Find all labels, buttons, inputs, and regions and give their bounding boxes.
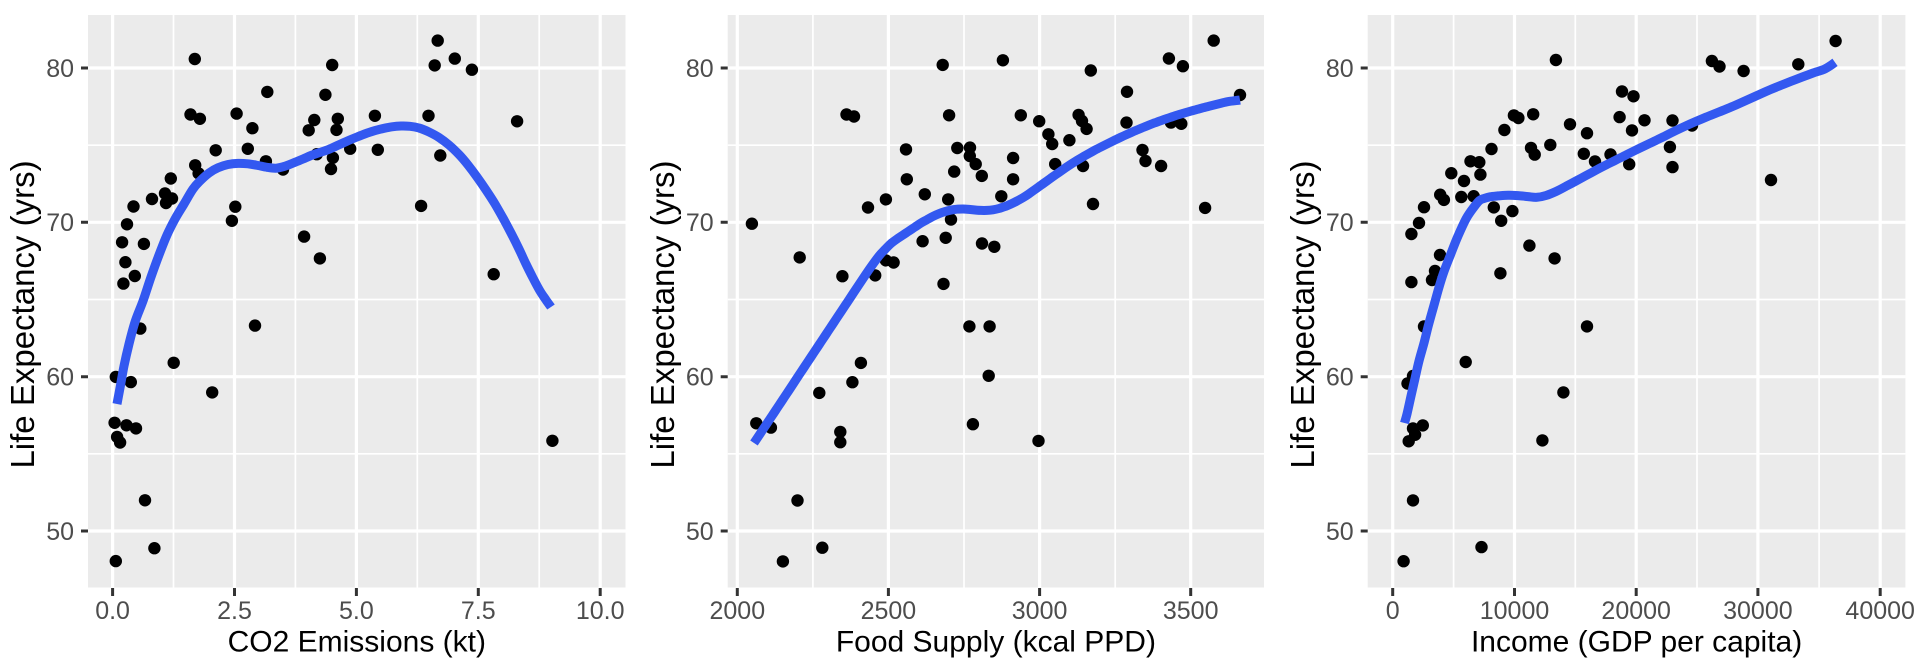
svg-text:Food Supply (kcal PPD): Food Supply (kcal PPD) (836, 626, 1156, 659)
svg-text:50: 50 (1326, 518, 1354, 546)
svg-text:3000: 3000 (1012, 597, 1068, 625)
svg-text:2000: 2000 (709, 597, 765, 625)
svg-text:2.5: 2.5 (217, 597, 252, 625)
svg-text:20000: 20000 (1601, 597, 1671, 625)
svg-text:0: 0 (1386, 597, 1400, 625)
svg-text:5.0: 5.0 (339, 597, 374, 625)
svg-text:50: 50 (686, 518, 714, 546)
svg-text:7.5: 7.5 (461, 597, 496, 625)
svg-text:70: 70 (46, 209, 74, 237)
svg-text:30000: 30000 (1723, 597, 1793, 625)
svg-text:70: 70 (686, 209, 714, 237)
svg-text:80: 80 (686, 55, 714, 83)
svg-text:40000: 40000 (1845, 597, 1915, 625)
svg-text:3500: 3500 (1163, 597, 1219, 625)
svg-text:Life Expectancy (yrs): Life Expectancy (yrs) (1284, 160, 1321, 468)
svg-text:60: 60 (46, 364, 74, 392)
svg-text:2500: 2500 (861, 597, 917, 625)
svg-text:0.0: 0.0 (95, 597, 130, 625)
svg-text:Income (GDP per capita): Income (GDP per capita) (1471, 626, 1802, 659)
svg-text:60: 60 (1326, 364, 1354, 392)
svg-text:70: 70 (1326, 209, 1354, 237)
svg-text:60: 60 (686, 364, 714, 392)
svg-text:Life Expectancy (yrs): Life Expectancy (yrs) (4, 160, 41, 468)
svg-text:80: 80 (46, 55, 74, 83)
svg-text:50: 50 (46, 518, 74, 546)
svg-text:80: 80 (1326, 55, 1354, 83)
svg-text:10000: 10000 (1480, 597, 1550, 625)
svg-text:CO2 Emissions (kt): CO2 Emissions (kt) (228, 626, 486, 659)
svg-text:Life Expectancy (yrs): Life Expectancy (yrs) (644, 160, 681, 468)
svg-text:10.0: 10.0 (576, 597, 625, 625)
